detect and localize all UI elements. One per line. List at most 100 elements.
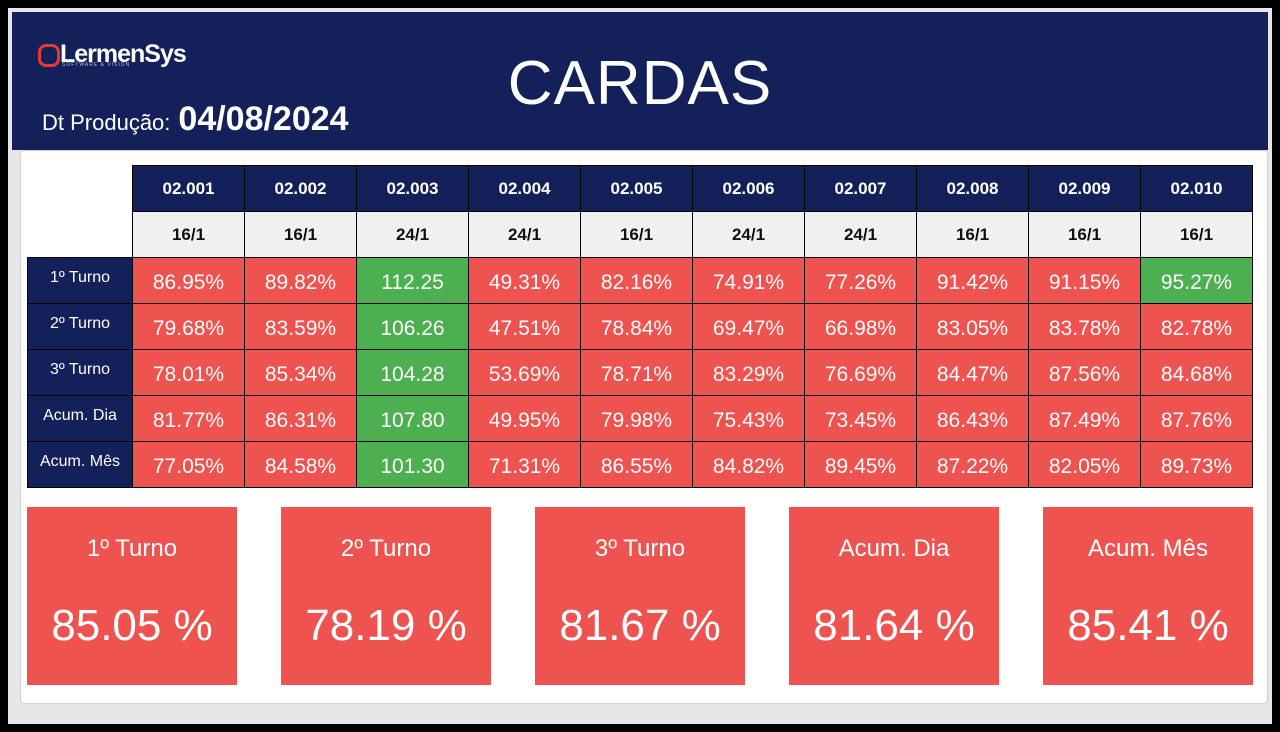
header-bar: LermenSys SOFTWARE & VISION Dt Produção:…: [12, 12, 1268, 150]
efficiency-cell: 66.98%: [804, 303, 917, 350]
efficiency-cell: 83.78%: [1028, 303, 1141, 350]
efficiency-cell: 79.98%: [580, 395, 693, 442]
row-label: 2º Turno: [27, 303, 133, 350]
efficiency-cell: 78.01%: [132, 349, 245, 396]
efficiency-cell: 91.15%: [1028, 257, 1141, 304]
efficiency-cell: 81.77%: [132, 395, 245, 442]
efficiency-cell: 49.95%: [468, 395, 581, 442]
efficiency-cell: 83.05%: [916, 303, 1029, 350]
efficiency-cell: 87.76%: [1140, 395, 1253, 442]
summary-card-value: 85.05 %: [51, 601, 213, 650]
efficiency-cell: 112.25: [356, 257, 469, 304]
machine-id: 02.006: [692, 165, 805, 212]
efficiency-cell: 104.28: [356, 349, 469, 396]
efficiency-cell: 71.31%: [468, 441, 581, 488]
machine-id: 02.008: [916, 165, 1029, 212]
ratio-row: 16/1 16/1 24/1 24/1 16/1 24/1 24/1 16/1 …: [27, 211, 1253, 258]
efficiency-cell: 95.27%: [1140, 257, 1253, 304]
efficiency-cell: 82.78%: [1140, 303, 1253, 350]
efficiency-cell: 106.26: [356, 303, 469, 350]
table-row: 3º Turno 78.01% 85.34% 104.28 53.69% 78.71% 83…: [27, 349, 1253, 396]
table-row: 2º Turno 79.68% 83.59% 106.26 47.51% 78.84% 69…: [27, 303, 1253, 350]
row-label: Acum. Dia: [27, 395, 133, 442]
efficiency-cell: 84.58%: [244, 441, 357, 488]
company-logo: LermenSys: [38, 40, 187, 69]
efficiency-cell: 82.16%: [580, 257, 693, 304]
machine-id: 02.003: [356, 165, 469, 212]
table-corner: [27, 211, 133, 258]
efficiency-cell: 85.34%: [244, 349, 357, 396]
efficiency-cell: 69.47%: [692, 303, 805, 350]
machine-header-row: 02.001 02.002 02.003 02.004 02.005 02.00…: [27, 165, 1253, 212]
summary-card: Acum. Mês 85.41 %: [1043, 507, 1253, 685]
efficiency-cell: 76.69%: [804, 349, 917, 396]
efficiency-cell: 86.55%: [580, 441, 693, 488]
machine-ratio: 16/1: [1140, 211, 1253, 258]
row-label: 1º Turno: [27, 257, 133, 304]
content-panel: 02.001 02.002 02.003 02.004 02.005 02.00…: [20, 150, 1268, 704]
production-date-label: Dt Produção:: [42, 110, 171, 135]
efficiency-cell: 47.51%: [468, 303, 581, 350]
efficiency-cell: 75.43%: [692, 395, 805, 442]
summary-card: Acum. Dia 81.64 %: [789, 507, 999, 685]
summary-card-label: 2º Turno: [340, 535, 432, 562]
table-row: Acum. Dia 81.77% 86.31% 107.80 49.95% 79.98% 7…: [27, 395, 1253, 442]
summary-card: 1º Turno 85.05 %: [27, 507, 237, 685]
efficiency-cell: 83.29%: [692, 349, 805, 396]
summary-card-label: 1º Turno: [86, 535, 178, 562]
machine-ratio: 16/1: [244, 211, 357, 258]
row-label: Acum. Mês: [27, 441, 133, 488]
logo-s-icon: [38, 43, 60, 67]
page-title: CARDAS: [507, 49, 773, 118]
efficiency-table: 02.001 02.002 02.003 02.004 02.005 02.00…: [27, 165, 1253, 488]
machine-id: 02.009: [1028, 165, 1141, 212]
summary-cards: 1º Turno 85.05 % 2º Turno 78.19 % 3º Turno 81…: [27, 507, 1255, 685]
summary-card-value: 85.41 %: [1067, 601, 1229, 650]
efficiency-cell: 84.47%: [916, 349, 1029, 396]
efficiency-cell: 79.68%: [132, 303, 245, 350]
machine-ratio: 16/1: [132, 211, 245, 258]
efficiency-cell: 89.73%: [1140, 441, 1253, 488]
efficiency-cell: 77.05%: [132, 441, 245, 488]
efficiency-cell: 87.49%: [1028, 395, 1141, 442]
summary-card-value: 81.64 %: [813, 601, 975, 650]
machine-ratio: 24/1: [468, 211, 581, 258]
table-row: Acum. Mês 77.05% 84.58% 101.30 71.31% 86.55% 8…: [27, 441, 1253, 488]
table-corner: [27, 165, 133, 212]
summary-card: 3º Turno 81.67 %: [535, 507, 745, 685]
efficiency-cell: 84.82%: [692, 441, 805, 488]
efficiency-cell: 73.45%: [804, 395, 917, 442]
efficiency-cell: 91.42%: [916, 257, 1029, 304]
machine-id: 02.010: [1140, 165, 1253, 212]
machine-ratio: 16/1: [916, 211, 1029, 258]
machine-id: 02.005: [580, 165, 693, 212]
efficiency-cell: 53.69%: [468, 349, 581, 396]
machine-id: 02.001: [132, 165, 245, 212]
machine-ratio: 24/1: [356, 211, 469, 258]
summary-card-label: Acum. Mês: [1087, 535, 1209, 562]
machine-ratio: 16/1: [1028, 211, 1141, 258]
dashboard-frame: LermenSys SOFTWARE & VISION Dt Produção:…: [8, 8, 1272, 724]
summary-card-value: 78.19 %: [305, 601, 467, 650]
machine-id: 02.007: [804, 165, 917, 212]
efficiency-cell: 87.22%: [916, 441, 1029, 488]
efficiency-cell: 78.84%: [580, 303, 693, 350]
efficiency-cell: 84.68%: [1140, 349, 1253, 396]
machine-id: 02.004: [468, 165, 581, 212]
summary-card-label: 3º Turno: [594, 535, 686, 562]
efficiency-cell: 49.31%: [468, 257, 581, 304]
machine-ratio: 24/1: [804, 211, 917, 258]
efficiency-cell: 87.56%: [1028, 349, 1141, 396]
row-label: 3º Turno: [27, 349, 133, 396]
logo-text: LermenSys: [60, 40, 187, 68]
logo-tagline: SOFTWARE & VISION: [62, 62, 131, 68]
efficiency-cell: 86.43%: [916, 395, 1029, 442]
efficiency-cell: 89.45%: [804, 441, 917, 488]
machine-id: 02.002: [244, 165, 357, 212]
production-date: Dt Produção: 04/08/2024: [42, 100, 349, 139]
table-row: 1º Turno 86.95% 89.82% 112.25 49.31% 82.16% 74…: [27, 257, 1253, 304]
machine-ratio: 16/1: [580, 211, 693, 258]
summary-card-label: Acum. Dia: [838, 535, 950, 562]
efficiency-cell: 82.05%: [1028, 441, 1141, 488]
machine-ratio: 24/1: [692, 211, 805, 258]
